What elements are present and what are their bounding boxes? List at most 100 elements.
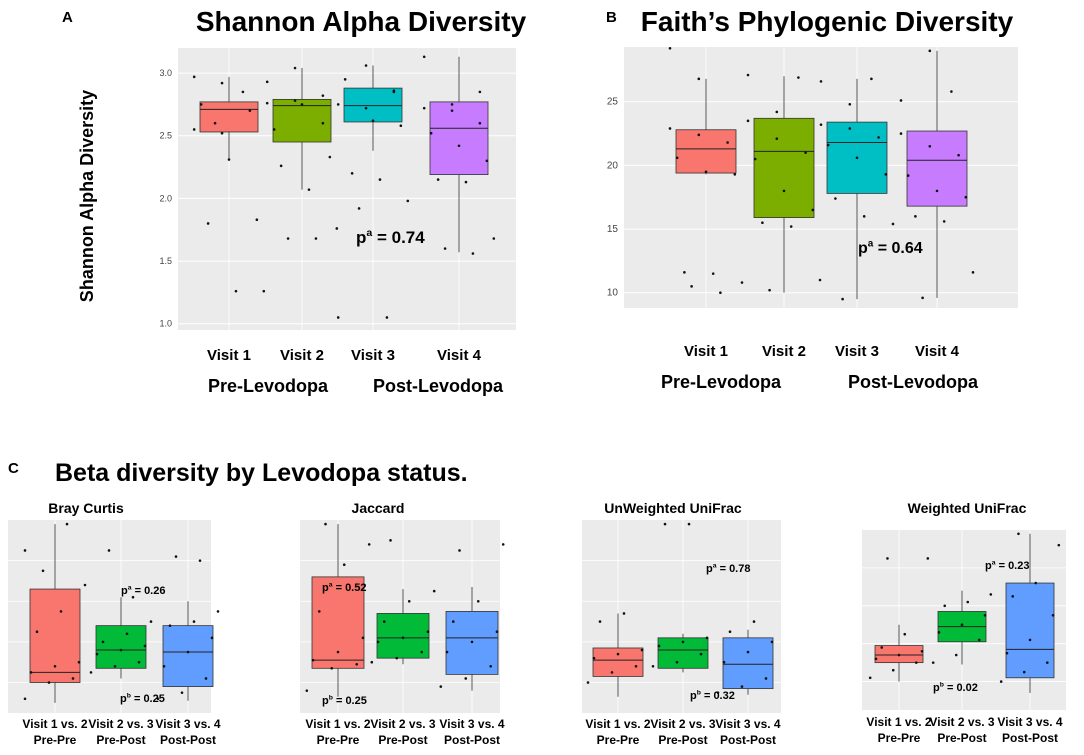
unifrac_w-data-point: [903, 632, 907, 636]
unifrac_w-data-point: [868, 676, 872, 680]
unifrac_unw-data-point: [598, 620, 602, 623]
unifrac_unw-data-point: [681, 640, 685, 644]
unifrac_w-p-value-a-p: p: [985, 560, 992, 572]
faith-category-label: Visit 2: [762, 343, 806, 360]
unifrac_w-data-point: [897, 653, 901, 657]
panel-label-a: A: [62, 9, 73, 26]
bray-subcategory-label: Pre-Post: [96, 733, 145, 747]
faith-group-post: Post-Levodopa: [848, 372, 979, 392]
unifrac_unw-p-value-a: pa = 0.78: [706, 563, 750, 575]
bray-p-value-b: pb = 0.25: [120, 693, 165, 705]
unifrac_unw-data-point: [663, 522, 667, 526]
jaccard-data-point: [495, 630, 499, 634]
jaccard-title: Jaccard: [352, 500, 405, 516]
shannon-ytick-label: 1.0: [159, 319, 172, 329]
unifrac_w-data-point: [1017, 532, 1020, 536]
unifrac_unw-category-label: Visit 1 vs. 2: [585, 717, 650, 731]
jaccard-data-point: [476, 599, 480, 603]
jaccard-data-point: [426, 630, 430, 634]
unifrac_w-data-point: [937, 631, 941, 634]
shannon-data-point: [192, 128, 196, 131]
shannon-data-point: [335, 227, 339, 230]
shannon-data-point: [350, 172, 354, 175]
beta-title: Beta diversity by Levodopa status.: [55, 459, 468, 487]
unifrac_w-subcategory-label: Post-Post: [1002, 731, 1058, 745]
unifrac_w-data-point: [1045, 661, 1049, 664]
bray-p-value-b-value: = 0.25: [131, 693, 165, 705]
shannon-group-post: Post-Levodopa: [373, 376, 504, 396]
faith-data-point: [834, 197, 837, 200]
panel-label-b: B: [606, 9, 617, 26]
faith-data-point: [891, 222, 895, 226]
bray-data-point: [29, 671, 33, 674]
unifrac_w-subcategory-label: Pre-Post: [937, 731, 986, 745]
shannon-p-value-value: = 0.74: [372, 228, 425, 247]
bray-p-value-b-p: p: [120, 693, 127, 705]
bray-p-value-a-p: p: [121, 585, 128, 597]
shannon-category-label: Visit 2: [280, 347, 324, 364]
faith-data-point: [819, 123, 823, 126]
shannon-title: Shannon Alpha Diversity: [196, 6, 527, 37]
faith-data-point: [775, 137, 779, 140]
shannon-data-point: [385, 316, 389, 319]
unifrac_unw-p-value-b: pb = 0.32: [690, 690, 735, 702]
jaccard-chart: Visit 1 vs. 2 Pre-Pre Visit 2 vs. 3 Pre-Pos…: [300, 520, 505, 747]
shannon-data-point: [234, 289, 238, 293]
bray-data-point: [186, 650, 190, 654]
unifrac_w-data-point: [1022, 670, 1026, 674]
shannon-ytick-label: 1.5: [159, 256, 172, 266]
faith-chart: 10 15 20 25 Visit 1 Visit 2 Visit 3 Visit 4 pa =…: [607, 46, 1018, 360]
unifrac_unw-p-value-a-p: p: [706, 563, 713, 575]
shannon-data-point: [478, 121, 482, 125]
unifrac_unw-p-value-a-sup: a: [713, 563, 717, 570]
jaccard-p-value-a-p: p: [322, 582, 329, 594]
unifrac_w-subcategory-label: Pre-Pre: [878, 731, 921, 745]
shannon-ytick-label: 3.0: [159, 68, 172, 78]
bray-data-point: [210, 636, 214, 640]
unifrac_w-data-point: [977, 638, 981, 642]
shannon-data-point: [343, 78, 347, 81]
shannon-category-label: Visit 4: [437, 347, 482, 364]
unifrac_w-data-point: [943, 604, 947, 608]
faith-ytick-label: 15: [607, 224, 619, 235]
unifrac_w-category-label: Visit 3 vs. 4: [997, 715, 1062, 729]
bray-box: [95, 625, 147, 669]
shannon-data-point: [272, 128, 276, 131]
unifrac_w-p-value-a: pa = 0.23: [985, 560, 1029, 572]
unifrac_w-data-point: [1028, 638, 1032, 642]
faith-data-point: [899, 99, 903, 102]
bray-data-point: [162, 664, 166, 668]
jaccard-subcategory-label: Post-Post: [444, 733, 500, 747]
faith-data-point: [826, 143, 830, 147]
unifrac_w-data-point: [891, 668, 895, 672]
jaccard-subcategory-label: Pre-Pre: [317, 733, 360, 747]
bray-data-point: [47, 681, 51, 684]
jaccard-data-point: [489, 664, 493, 668]
jaccard-p-value-b-value: = 0.25: [333, 695, 367, 707]
faith-title: Faith’s Phylogenic Diversity: [641, 6, 1014, 37]
bray-data-point: [216, 610, 220, 613]
shannon-data-point: [471, 252, 475, 255]
faith-p-value-p: p: [858, 240, 868, 257]
shannon-box: [199, 101, 259, 133]
shannon-p-value-p: p: [356, 228, 366, 247]
bray-p-value-a: pa = 0.26: [121, 585, 165, 597]
bray-data-point: [156, 697, 160, 701]
faith-ytick-label: 20: [607, 160, 619, 171]
shannon-box: [343, 87, 403, 123]
shannon-data-point: [336, 103, 340, 106]
shannon-data-point: [392, 89, 396, 92]
shannon-data-point: [286, 237, 290, 240]
unifrac_w-data-point: [1057, 543, 1061, 547]
jaccard-data-point: [401, 636, 405, 640]
unifrac_w-data-point: [914, 661, 918, 664]
bray-data-point: [131, 595, 135, 599]
faith-data-point: [914, 215, 917, 218]
bray-data-point: [125, 632, 129, 636]
jaccard-p-value-b-sup: b: [329, 695, 333, 702]
shannon-data-point: [307, 188, 311, 191]
faith-data-point: [704, 170, 708, 174]
jaccard-category-label: Visit 2 vs. 3: [370, 717, 435, 731]
shannon-data-point: [227, 158, 231, 161]
unifrac_unw-data-point: [728, 630, 732, 634]
